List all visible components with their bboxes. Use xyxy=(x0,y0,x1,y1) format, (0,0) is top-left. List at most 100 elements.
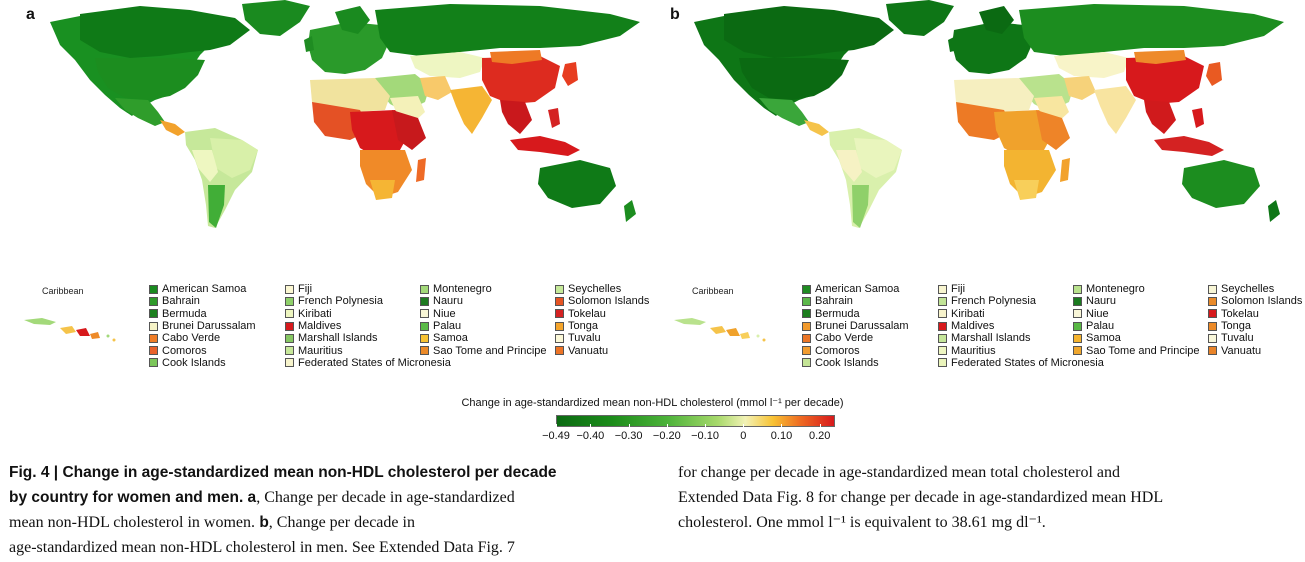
legend-item: American Samoa xyxy=(802,283,909,295)
legend-label: Fiji xyxy=(951,283,966,296)
legend-swatch xyxy=(802,358,811,368)
legend-swatch xyxy=(1208,346,1217,356)
caption-a-text-1: , Change per decade in age-standardized xyxy=(256,489,515,506)
legend-swatch xyxy=(420,309,429,319)
southeast-asia-region xyxy=(1144,100,1176,134)
colorbar-tick-mark xyxy=(666,424,668,427)
argentina-chile-region xyxy=(852,185,869,228)
legend-column: Fiji French Polynesia Kiribati Maldives Mars… xyxy=(938,283,1104,369)
legend-item: Kiribati xyxy=(938,308,1104,320)
legend-column: American Samoa Bahrain Bermuda Brunei Darus… xyxy=(149,283,256,369)
madagascar-region xyxy=(416,158,426,182)
colorbar xyxy=(556,415,835,427)
legend-column: American Samoa Bahrain Bermuda Brunei Darus… xyxy=(802,283,909,369)
legend-item: Cook Islands xyxy=(802,357,909,369)
legend-item: Federated States of Micronesia xyxy=(938,357,1104,369)
greenland-region xyxy=(242,0,310,36)
legend-item: French Polynesia xyxy=(938,295,1104,307)
legend-label: French Polynesia xyxy=(951,295,1036,308)
legend-item: Bermuda xyxy=(149,308,256,320)
philippines-region xyxy=(548,108,560,128)
legend-swatch xyxy=(555,333,564,343)
legend-swatch xyxy=(938,284,947,294)
india-region xyxy=(450,86,492,134)
colorbar-tick-label: −0.10 xyxy=(691,430,719,442)
legend-item: Brunei Darussalam xyxy=(149,320,256,332)
legend-label: Bahrain xyxy=(162,295,200,308)
legend-item: Maldives xyxy=(285,320,451,332)
legend-swatch xyxy=(802,333,811,343)
legend-label: Seychelles xyxy=(1221,283,1275,296)
legend-label: Comoros xyxy=(162,344,207,357)
caption-fig-label: Fig. 4 | xyxy=(9,464,63,481)
europe-region xyxy=(308,22,390,74)
scandinavia-region xyxy=(979,6,1014,34)
legend-column: Seychelles Solomon Islands Tokelau Tonga Tuv… xyxy=(555,283,649,357)
legend-label: Seychelles xyxy=(568,283,622,296)
colorbar-tick-mark xyxy=(628,424,630,427)
australia-region xyxy=(538,160,616,208)
legend-label: Tuvalu xyxy=(1221,332,1254,345)
iran-region xyxy=(1064,76,1096,100)
legend-swatch xyxy=(802,309,811,319)
china-region xyxy=(482,56,560,104)
legend-label: Tokelau xyxy=(568,307,606,320)
legend-label: Vanuatu xyxy=(1221,344,1262,357)
legend-swatch xyxy=(802,296,811,306)
legend-label: Bermuda xyxy=(162,307,207,320)
caption-b-label: b xyxy=(255,514,269,531)
legend-label: Brunei Darussalam xyxy=(162,320,256,333)
map-b-shapes xyxy=(694,0,1284,228)
legend-column: Montenegro Nauru Niue Palau Samoa Sao Tome an… xyxy=(1073,283,1200,357)
colorbar-tick-label: −0.20 xyxy=(652,430,681,442)
legend-swatch xyxy=(420,284,429,294)
colorbar-tick-label: 0 xyxy=(740,430,747,442)
legend-item: Samoa xyxy=(420,332,547,344)
legend-item: Brunei Darussalam xyxy=(802,320,909,332)
map-a-shapes xyxy=(50,0,640,228)
legend-label: Sao Tome and Principe xyxy=(433,344,547,357)
caption-b-text-2: age-standardized mean non-HDL cholestero… xyxy=(9,539,515,556)
legend-label: Mauritius xyxy=(298,344,343,357)
legend-item: Tonga xyxy=(555,320,649,332)
legend-item: Tokelau xyxy=(1208,308,1302,320)
iran-region xyxy=(420,76,452,100)
legend-swatch xyxy=(1073,333,1082,343)
legend-column: Seychelles Solomon Islands Tokelau Tonga Tuv… xyxy=(1208,283,1302,357)
peru-bolivia-region xyxy=(836,150,862,182)
legend-item: Samoa xyxy=(1073,332,1200,344)
legend-item: Nauru xyxy=(1073,295,1200,307)
legend-swatch xyxy=(420,321,429,331)
caption-fig-title-2: by country for women and men. xyxy=(9,489,244,506)
legend-swatch xyxy=(938,358,947,368)
legend-item: Comoros xyxy=(802,344,909,357)
new-zealand-region xyxy=(624,200,636,222)
caribbean-label-a: Caribbean xyxy=(42,286,84,296)
legend-label: Cook Islands xyxy=(162,356,226,369)
legend-item: Cabo Verde xyxy=(149,332,256,344)
legend-label: Niue xyxy=(1086,307,1109,320)
india-region xyxy=(1094,86,1136,134)
legend-item: Fiji xyxy=(285,283,451,295)
legend-item: American Samoa xyxy=(149,283,256,295)
world-map-men xyxy=(694,0,1284,228)
china-region xyxy=(1126,56,1204,104)
legend-item: Comoros xyxy=(149,344,256,357)
legend-label: Kiribati xyxy=(951,307,985,320)
panel-label-b: b xyxy=(670,6,680,23)
caption-right-line-2: Extended Data Fig. 8 for change per deca… xyxy=(678,489,1164,506)
legend-label: Samoa xyxy=(433,332,468,345)
south-africa-region xyxy=(370,180,395,200)
legend-swatch xyxy=(285,321,294,331)
legend-item: Tonga xyxy=(1208,320,1302,332)
argentina-chile-region xyxy=(208,185,225,228)
legend-swatch xyxy=(1073,296,1082,306)
east-africa-region xyxy=(1036,110,1070,150)
legend-item: Federated States of Micronesia xyxy=(285,357,451,369)
central-asia-region xyxy=(1054,52,1129,78)
russia-region xyxy=(375,4,640,56)
legend-label: French Polynesia xyxy=(298,295,383,308)
legend-item: Vanuatu xyxy=(1208,344,1302,357)
legend-label: Maldives xyxy=(298,320,342,333)
legend-item: Bahrain xyxy=(149,295,256,307)
